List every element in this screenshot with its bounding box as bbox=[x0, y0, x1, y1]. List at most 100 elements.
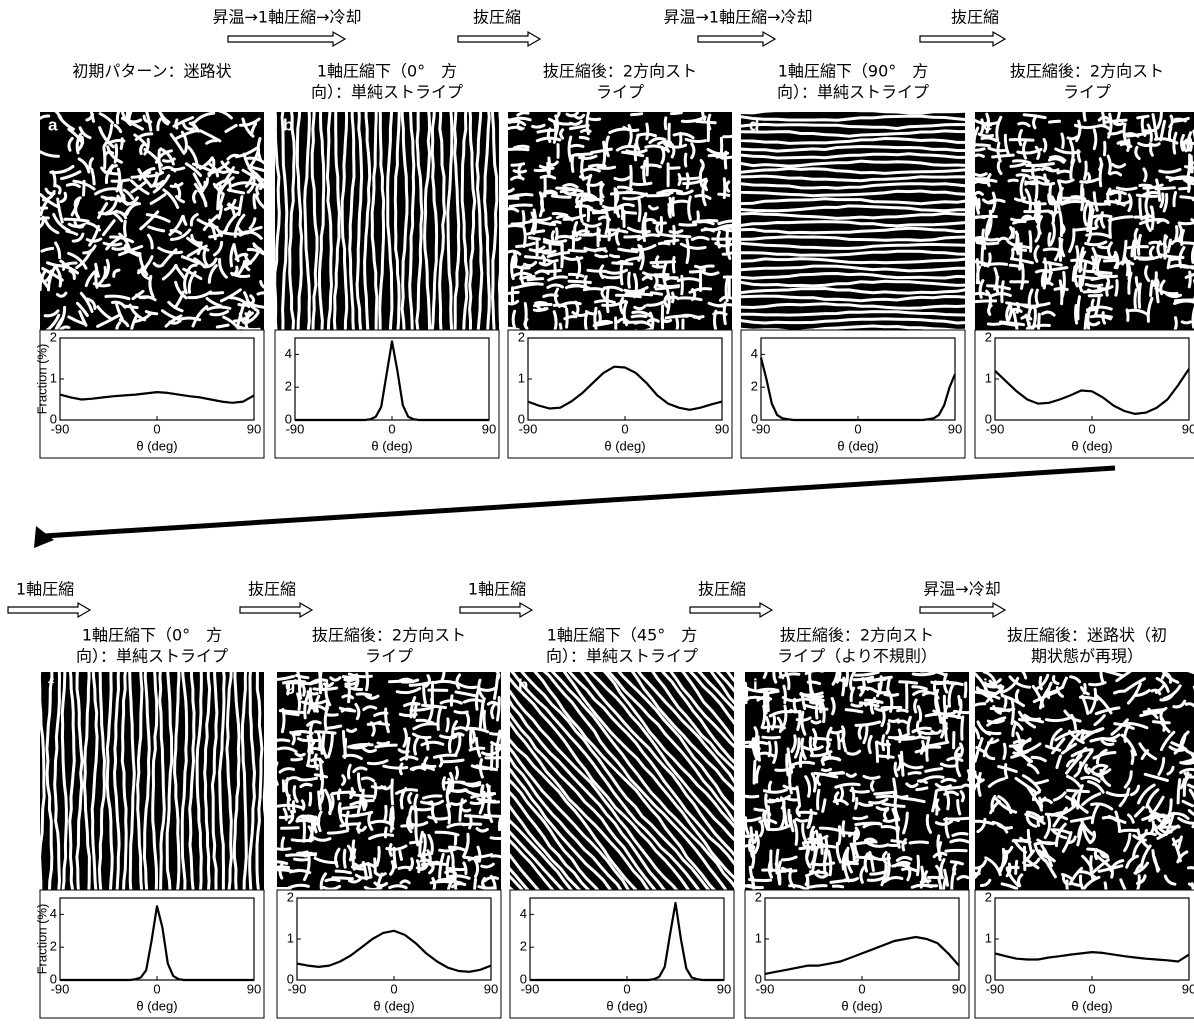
stripe bbox=[685, 154, 686, 166]
stripe bbox=[293, 802, 294, 812]
stripe bbox=[920, 736, 929, 738]
stripe bbox=[326, 715, 337, 716]
stripe bbox=[657, 49, 1053, 54]
stripe bbox=[548, 129, 550, 142]
x-tick-label: 0 bbox=[858, 981, 865, 996]
step-arrow bbox=[228, 32, 345, 46]
stripe bbox=[1167, 177, 1184, 178]
stripe bbox=[902, 752, 904, 775]
stripe bbox=[769, 782, 770, 792]
stripe bbox=[596, 255, 607, 257]
x-tick-label: 0 bbox=[621, 421, 628, 436]
stripe bbox=[1049, 195, 1051, 204]
stripe bbox=[871, 782, 873, 791]
stripe bbox=[607, 290, 608, 312]
stripe bbox=[424, 686, 426, 703]
stripe bbox=[374, 784, 375, 798]
stripe bbox=[687, 174, 688, 188]
stripe bbox=[836, 679, 847, 680]
stripe bbox=[1039, 183, 1053, 185]
stripe bbox=[794, 699, 796, 711]
stripe bbox=[797, 812, 816, 813]
x-axis-label: θ (deg) bbox=[1071, 438, 1112, 453]
stripe bbox=[743, 835, 754, 837]
stripe bbox=[921, 885, 936, 886]
stripe bbox=[1043, 278, 1044, 288]
stripe bbox=[320, 759, 321, 779]
y-tick-label: 0 bbox=[50, 971, 57, 986]
stripe bbox=[443, 760, 463, 762]
stripe bbox=[272, 581, 277, 977]
panel-caption: 抜圧縮後：2方向スト bbox=[780, 626, 934, 645]
stripe bbox=[672, 145, 674, 157]
stripe bbox=[784, 686, 786, 702]
stripe bbox=[293, 734, 294, 744]
stripe bbox=[552, 196, 570, 197]
panel-caption: 向）：単純ストライプ bbox=[311, 83, 463, 102]
stripe bbox=[348, 765, 350, 778]
stripe bbox=[611, 255, 619, 256]
stripe bbox=[455, 712, 467, 713]
stripe bbox=[647, 124, 648, 139]
stripe bbox=[536, 303, 546, 304]
stripe bbox=[876, 742, 877, 761]
stripe bbox=[1117, 188, 1136, 190]
stripe bbox=[680, 225, 696, 226]
step-arrow bbox=[8, 603, 90, 617]
stripe bbox=[724, 303, 725, 324]
x-tick-label: 90 bbox=[247, 421, 261, 436]
y-axis-label: Fraction (%) bbox=[34, 344, 49, 415]
y-tick-label: 4 bbox=[520, 906, 527, 921]
stripe bbox=[889, 720, 898, 722]
stripe bbox=[645, 214, 646, 234]
stripe bbox=[512, 164, 524, 166]
stripe bbox=[491, 746, 492, 770]
stripe bbox=[875, 792, 896, 794]
stripe bbox=[491, 837, 507, 838]
stripe bbox=[888, 855, 889, 866]
stripe bbox=[521, 267, 523, 284]
stripe bbox=[755, 809, 763, 810]
stripe bbox=[604, 142, 605, 165]
stripe bbox=[498, 698, 500, 721]
y-tick-label: 2 bbox=[50, 939, 57, 954]
stripe bbox=[295, 859, 309, 860]
stripe bbox=[915, 700, 917, 712]
stripe bbox=[1110, 217, 1111, 237]
stripe bbox=[486, 757, 504, 758]
stripe bbox=[588, 270, 605, 271]
stripe bbox=[617, 295, 641, 297]
stripe bbox=[372, 787, 385, 788]
stripe bbox=[310, 793, 311, 805]
stripe bbox=[556, 236, 571, 237]
stripe bbox=[1099, 247, 1108, 248]
stripe bbox=[677, 236, 690, 237]
stripe bbox=[1119, 830, 1137, 831]
stripe bbox=[346, 683, 356, 684]
stripe bbox=[1094, 130, 1096, 149]
y-tick-label: 2 bbox=[755, 889, 762, 904]
stripe bbox=[514, 254, 516, 265]
stripe bbox=[593, 212, 604, 213]
stripe bbox=[1139, 284, 1140, 307]
stripe bbox=[1135, 242, 1136, 258]
stripe bbox=[443, 778, 444, 789]
stripe bbox=[475, 879, 476, 891]
stripe bbox=[671, 113, 681, 114]
stripe bbox=[846, 667, 847, 686]
y-tick-label: 0 bbox=[751, 411, 758, 426]
stripe bbox=[1152, 207, 1153, 228]
stripe bbox=[1116, 281, 1117, 296]
panel-caption: ライプ bbox=[1063, 83, 1111, 102]
stripe bbox=[1063, 273, 1065, 296]
y-tick-label: 2 bbox=[287, 889, 294, 904]
stripe bbox=[1086, 284, 1102, 286]
stripe bbox=[10, 581, 15, 977]
panel-letter: h bbox=[518, 675, 528, 694]
stripe bbox=[638, 134, 656, 136]
stripe bbox=[1085, 162, 1087, 179]
stripe bbox=[646, 219, 655, 221]
stripe bbox=[357, 694, 371, 695]
figure: 昇温→1軸圧縮→冷却抜圧縮昇温→1軸圧縮→冷却抜圧縮1軸圧縮抜圧縮1軸圧縮抜圧縮… bbox=[0, 0, 1194, 1024]
stripe bbox=[510, 205, 531, 206]
